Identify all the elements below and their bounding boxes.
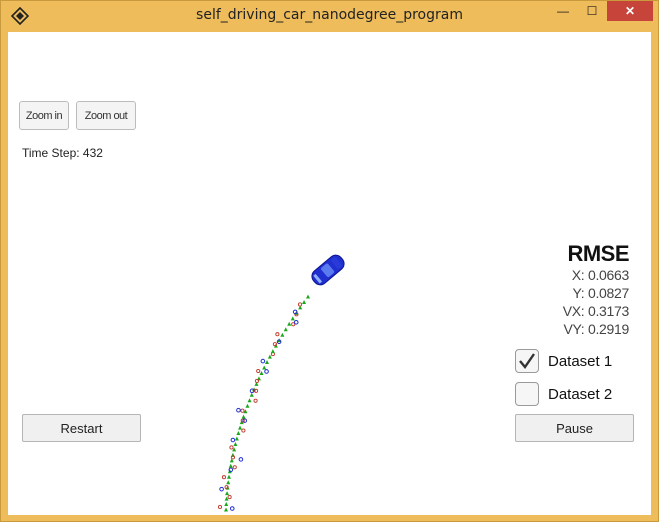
rmse-panel: RMSE X: 0.0663 Y: 0.0827 VX: 0.3173 VY: … <box>562 241 630 338</box>
estimate-marker <box>225 491 230 496</box>
estimate-marker <box>254 381 259 386</box>
radar-marker <box>228 467 234 473</box>
radar-marker <box>238 457 244 462</box>
estimate-marker <box>238 425 243 430</box>
rmse-x: X: 0.0663 <box>571 267 630 283</box>
estimate-marker <box>290 316 295 321</box>
estimate-marker <box>234 436 239 441</box>
dataset-1-checkbox[interactable] <box>515 349 539 373</box>
estimate-marker <box>241 414 246 419</box>
window-title: self_driving_car_nanodegree_program <box>196 7 463 23</box>
pause-button[interactable]: Pause <box>515 414 634 442</box>
time-step-label: Time Step: 432 <box>22 146 103 160</box>
estimate-marker <box>224 496 229 501</box>
radar-marker <box>219 486 224 492</box>
lidar-marker <box>254 388 259 393</box>
radar-marker <box>230 437 236 443</box>
estimate-marker <box>267 354 272 359</box>
estimate-marker <box>287 321 292 326</box>
close-button[interactable]: ✕ <box>607 1 653 21</box>
radar-marker <box>242 418 248 423</box>
estimate-marker <box>233 441 238 446</box>
estimate-marker <box>249 392 254 397</box>
estimate-marker <box>243 409 248 414</box>
estimate-marker <box>280 332 285 337</box>
checkmark-icon <box>519 353 535 369</box>
lidar-marker <box>240 408 245 413</box>
radar-marker <box>293 320 299 325</box>
estimate-marker <box>283 327 288 332</box>
estimate-marker <box>226 480 231 485</box>
zoom-out-button[interactable]: Zoom out <box>76 101 136 130</box>
estimate-marker <box>252 387 257 392</box>
estimate-marker <box>298 305 303 310</box>
dataset-1-option[interactable]: Dataset 1 <box>515 348 612 374</box>
zoom-in-button[interactable]: Zoom in <box>19 101 69 130</box>
estimate-marker <box>224 502 229 507</box>
estimate-marker <box>259 370 264 375</box>
measurement-markers <box>217 294 310 512</box>
lidar-marker <box>297 302 303 307</box>
lidar-marker <box>253 398 258 403</box>
unity-icon <box>11 7 29 25</box>
simulator-viewport[interactable]: Zoom in Zoom out Time Step: 432 RMSE X: … <box>8 32 651 515</box>
estimate-marker <box>232 447 237 452</box>
rmse-vx: VX: 0.3173 <box>562 303 630 319</box>
estimate-marker <box>224 507 228 512</box>
estimate-marker <box>270 349 275 354</box>
lidar-marker <box>221 475 227 480</box>
lidar-marker <box>217 504 223 510</box>
car-icon <box>311 254 345 286</box>
rmse-vy: VY: 0.2919 <box>563 321 629 337</box>
radar-marker <box>276 339 282 344</box>
radar-marker <box>292 309 298 315</box>
dataset-2-checkbox[interactable] <box>515 382 539 406</box>
lidar-marker <box>229 445 234 450</box>
dataset-1-label: Dataset 1 <box>548 352 613 370</box>
estimate-marker <box>228 463 233 468</box>
radar-marker <box>236 407 241 413</box>
dataset-2-label: Dataset 2 <box>548 385 613 403</box>
restart-button[interactable]: Restart <box>22 414 141 442</box>
lidar-marker <box>241 428 246 433</box>
estimate-marker <box>302 299 307 304</box>
rmse-title: RMSE <box>567 241 629 266</box>
radar-marker <box>260 358 266 364</box>
estimate-marker <box>229 458 234 463</box>
lidar-marker <box>256 368 261 374</box>
estimate-marker <box>236 431 241 436</box>
lidar-marker <box>275 332 280 337</box>
track-scene <box>217 254 345 512</box>
lidar-marker <box>224 485 229 490</box>
radar-marker <box>249 388 255 394</box>
lidar-marker <box>240 418 245 423</box>
rmse-y: Y: 0.0827 <box>572 285 630 301</box>
lidar-marker <box>227 495 232 500</box>
lidar-marker <box>291 322 296 327</box>
estimate-marker <box>306 294 310 299</box>
minimize-button[interactable]: — <box>557 4 569 18</box>
lidar-marker <box>272 342 277 347</box>
estimate-marker <box>245 403 250 408</box>
maximize-button[interactable]: ☐ <box>586 4 598 18</box>
dataset-2-option[interactable]: Dataset 2 <box>515 381 612 407</box>
estimate-marker <box>226 474 231 479</box>
lidar-marker <box>230 455 235 460</box>
estimate-marker <box>262 365 267 370</box>
lidar-marker <box>232 465 237 470</box>
estimate-marker <box>247 398 252 403</box>
radar-marker <box>229 506 235 511</box>
estimate-marker <box>265 360 270 365</box>
lidar-marker <box>254 378 259 383</box>
title-bar[interactable]: self_driving_car_nanodegree_program — ☐ … <box>1 1 658 31</box>
radar-marker <box>264 369 269 374</box>
